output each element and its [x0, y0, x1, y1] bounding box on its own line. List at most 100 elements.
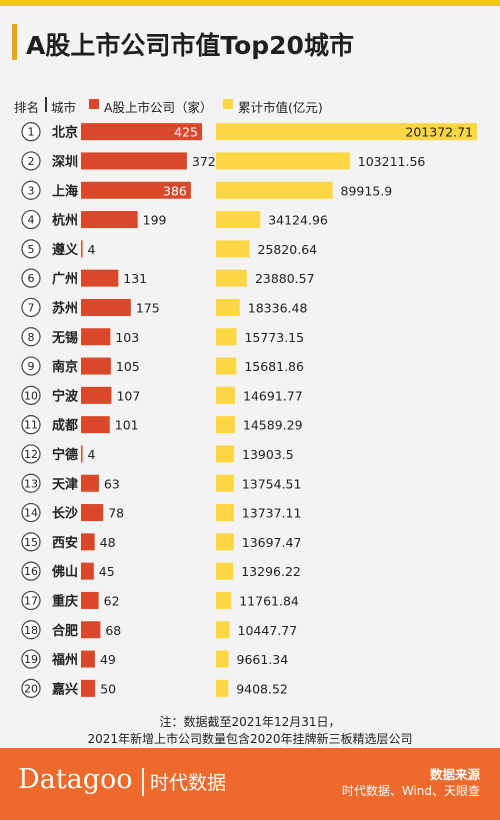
rank-circle [21, 151, 41, 171]
rank-circle [21, 444, 41, 464]
chart-row: 17 重庆 62 11761.84 [21, 590, 299, 611]
cap-bar [216, 621, 230, 639]
legend-count-label: A股上市公司（家） [104, 100, 213, 115]
cap-bar [216, 211, 261, 229]
city-label: 无锡 [51, 330, 78, 346]
chart-row: 13 天津 63 13754.51 [21, 473, 301, 493]
rank-number: 1 [28, 126, 35, 139]
legend-rank-label: 排名 [14, 100, 40, 115]
brand-logo: Datagoo [18, 764, 133, 795]
city-label: 杭州 [52, 213, 78, 229]
cap-label: 23880.57 [255, 271, 315, 286]
rank-circle [21, 620, 41, 640]
legend-cap-label: 累计市值(亿元) [238, 100, 323, 115]
rank-circle [21, 180, 41, 200]
count-bar [81, 123, 202, 141]
count-bar [81, 211, 138, 229]
chart-row: 7 苏州 175 18336.48 [21, 297, 307, 318]
count-label: 131 [123, 271, 147, 286]
note-line-1: 注：数据截至2021年12月31日， [159, 715, 341, 729]
city-label: 宁德 [52, 447, 78, 463]
chart-row: 2 深圳 372 103211.56 [21, 151, 426, 171]
city-label: 苏州 [52, 300, 78, 316]
cap-label: 15681.86 [244, 359, 304, 374]
city-label: 天津 [52, 476, 78, 492]
chart-row: 12 宁德 4 13903.5 [21, 444, 294, 464]
cap-label: 13737.11 [242, 506, 302, 521]
count-bar [81, 591, 99, 609]
count-bar [81, 386, 112, 404]
bar-chart: 1 北京 425 201372.71 2 深圳 372 103211.56 3 上海 386 8991… [21, 122, 477, 698]
footer: Datagoo 时代数据 数据来源 时代数据、Wind、天眼查 [0, 748, 500, 820]
source-title: 数据来源 [429, 767, 480, 782]
count-bar [81, 474, 99, 492]
legend-city-label: 城市 [51, 100, 77, 115]
cap-bar [216, 240, 250, 258]
rank-circle [21, 356, 41, 376]
cap-bar [216, 562, 234, 580]
rank-circle [21, 532, 41, 552]
rank-number: 17 [24, 594, 38, 607]
rank-circle [21, 502, 41, 523]
rank-circle [21, 561, 41, 581]
cap-label: 14589.29 [243, 418, 303, 433]
cap-bar [216, 416, 235, 434]
city-label: 西安 [52, 535, 78, 551]
cap-label: 13697.47 [242, 535, 302, 550]
rank-number: 14 [24, 507, 38, 520]
cap-label: 103211.56 [358, 154, 426, 169]
cap-bar [216, 181, 333, 199]
chart-row: 9 南京 105 15681.86 [21, 356, 304, 376]
count-label: 386 [163, 183, 187, 198]
brand-name-cn: 时代数据 [150, 772, 227, 794]
chart-row: 3 上海 386 89915.9 [21, 180, 392, 200]
city-label: 深圳 [52, 154, 78, 170]
brand-divider [142, 768, 144, 796]
rank-circle [21, 678, 41, 698]
rank-number: 3 [28, 184, 35, 197]
rank-circle [21, 209, 41, 230]
count-label: 49 [100, 652, 116, 667]
count-bar [81, 152, 187, 170]
chart-row: 1 北京 425 201372.71 [21, 122, 477, 142]
count-label: 4 [88, 242, 96, 257]
legend: 排名 城市 A股上市公司（家） 累计市值(亿元) [0, 94, 500, 116]
count-label: 68 [105, 623, 121, 638]
count-bar [81, 328, 111, 346]
chart-row: 16 佛山 45 13296.22 [21, 561, 301, 581]
notes: 注：数据截至2021年12月31日， 2021年新增上市公司数量包含2020年挂… [0, 714, 500, 748]
cap-label: 9408.52 [236, 681, 288, 696]
top-accent-bar [0, 0, 500, 6]
chart-title: A股上市公司市值Top20城市 [26, 31, 354, 60]
count-bar [81, 504, 104, 522]
count-label: 107 [116, 388, 140, 403]
rank-circle [21, 297, 41, 318]
legend-cap-swatch [223, 99, 233, 109]
rank-number: 16 [24, 565, 38, 578]
cap-bar [216, 386, 236, 404]
cap-bar [216, 445, 235, 463]
chart-row: 5 遵义 4 25820.64 [21, 239, 317, 259]
city-label: 广州 [52, 271, 78, 287]
count-label: 48 [100, 535, 116, 550]
rank-circle [21, 649, 41, 669]
rank-number: 19 [24, 653, 38, 666]
rank-number: 9 [28, 360, 35, 373]
note-line-2: 2021年新增上市公司数量包含2020年挂牌新三板精选层公司 [87, 732, 413, 746]
cap-bar [216, 328, 237, 346]
cap-bar [216, 591, 232, 609]
count-label: 78 [108, 506, 124, 521]
cap-label: 14691.77 [243, 388, 303, 403]
cap-label: 201372.71 [405, 125, 473, 140]
count-label: 101 [115, 418, 139, 433]
chart-row: 11 成都 101 14589.29 [21, 415, 303, 435]
count-label: 103 [115, 330, 139, 345]
rank-number: 18 [24, 624, 38, 637]
rank-circle [21, 239, 41, 259]
count-label: 45 [99, 564, 115, 579]
city-label: 南京 [52, 359, 78, 375]
rank-number: 4 [28, 214, 35, 227]
city-label: 北京 [52, 125, 78, 141]
city-label: 宁波 [52, 388, 79, 404]
chart-row: 15 西安 48 13697.47 [21, 532, 302, 552]
